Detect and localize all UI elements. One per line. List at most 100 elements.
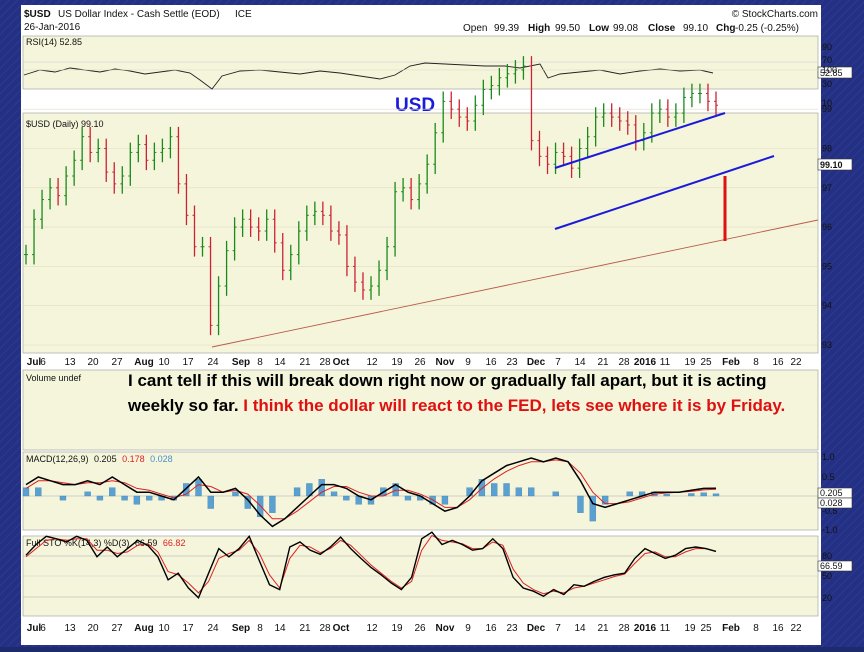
macd-histogram-bar xyxy=(503,483,510,497)
x-axis-label: 7 xyxy=(555,357,561,368)
x-axis-label: Nov xyxy=(436,357,455,368)
low-value: 99.08 xyxy=(613,23,638,34)
x-axis-label: Sep xyxy=(232,623,250,634)
x-axis-label: 14 xyxy=(274,357,286,368)
macd-tick: -0.5 xyxy=(822,506,838,516)
x-axis-label: 28 xyxy=(618,623,630,634)
rsi-legend: RSI(14) 52.85 xyxy=(26,37,82,47)
x-axis-label: 9 xyxy=(465,623,471,634)
macd-histogram-bar xyxy=(146,495,153,501)
macd-histogram-bar xyxy=(84,491,91,497)
x-axis-label: 19 xyxy=(391,357,403,368)
x-axis-label: 20 xyxy=(87,623,99,634)
macd-histogram-bar xyxy=(392,483,399,497)
x-axis-label: 16 xyxy=(485,357,497,368)
macd-histogram-bar xyxy=(688,493,695,497)
rsi-value-tag-text: 52.85 xyxy=(820,68,843,78)
x-axis-label: 20 xyxy=(87,357,99,368)
x-axis-label: Aug xyxy=(134,623,153,634)
rsi-panel-background xyxy=(22,35,819,90)
macd-hist-tag-text: 0.028 xyxy=(820,498,843,508)
x-axis-label: 23 xyxy=(506,623,518,634)
x-axis-label: 22 xyxy=(790,623,802,634)
price-tick: 94 xyxy=(822,301,832,311)
macd-legend: MACD(12,26,9) 0.205 0.178 0.028 xyxy=(26,454,173,464)
macd-histogram-bar xyxy=(35,487,42,497)
x-axis-label: 17 xyxy=(182,623,194,634)
x-axis-label: 23 xyxy=(506,357,518,368)
date-label: 26-Jan-2016 xyxy=(24,22,81,33)
price-value-tag xyxy=(817,158,853,171)
x-axis-strip xyxy=(23,621,818,634)
macd-histogram-bar xyxy=(232,491,239,497)
rsi-tick: 30 xyxy=(822,79,832,89)
x-axis-strip xyxy=(23,355,818,368)
price-value-tag-text: 99.10 xyxy=(820,160,843,170)
macd-histogram-bar xyxy=(515,487,523,497)
x-axis-label: Jul xyxy=(27,357,42,368)
rsi-value-tag xyxy=(817,66,853,79)
stoch-k-line xyxy=(25,531,717,600)
x-axis-label: 6 xyxy=(40,357,46,368)
stoch-panel: Full STO %K(14,3) %D(3) 66.59 66.82 80 5… xyxy=(22,531,853,617)
stoch-d-line xyxy=(25,534,717,595)
x-axis-label: 16 xyxy=(772,357,784,368)
macd-histogram-bar xyxy=(552,491,559,497)
symbol-label: $USD xyxy=(24,9,51,20)
rsi-tick: 70 xyxy=(822,55,832,65)
exchange-label: ICE xyxy=(235,9,252,20)
x-axis-label: 27 xyxy=(111,357,123,368)
macd-histogram-bar xyxy=(491,483,498,497)
x-axis-label: Jul xyxy=(27,623,42,634)
macd-tick: 0.5 xyxy=(822,472,835,482)
x-axis-label: 21 xyxy=(597,357,609,368)
chg-value: -0.25 (-0.25%) xyxy=(735,23,799,34)
x-axis-label: 19 xyxy=(684,357,696,368)
x-axis-label: 13 xyxy=(64,623,76,634)
macd-legend-v2: 0.178 xyxy=(122,454,145,464)
macd-hist-tag xyxy=(817,497,853,509)
macd-tick: 1.0 xyxy=(822,452,835,462)
rsi-tick: 90 xyxy=(822,42,832,52)
rsi-line xyxy=(23,62,714,90)
macd-legend-v1: 0.205 xyxy=(94,454,117,464)
x-axis-label: Oct xyxy=(333,357,350,368)
macd-histogram-bar xyxy=(626,491,633,497)
x-axis-label: 14 xyxy=(574,623,586,634)
macd-histogram-bar xyxy=(59,495,67,501)
price-legend: $USD (Daily) 99.10 xyxy=(26,119,104,129)
macd-histogram-bar xyxy=(663,494,670,497)
x-axis-label: 14 xyxy=(274,623,286,634)
x-axis-label: 21 xyxy=(299,623,311,634)
macd-histogram-bar xyxy=(330,491,338,497)
macd-histogram-bar xyxy=(96,495,104,501)
price-tick: 97 xyxy=(822,183,832,193)
macd-histogram-bar xyxy=(700,492,707,497)
x-axis-label: 21 xyxy=(299,357,311,368)
volume-legend: Volume undef xyxy=(26,373,82,383)
macd-histogram-bar xyxy=(207,495,214,509)
x-axis-label: 11 xyxy=(660,623,671,634)
macd-histogram-bar xyxy=(195,479,202,497)
close-label: Close xyxy=(648,23,676,34)
x-axis-label: Dec xyxy=(527,357,546,368)
price-title: USD xyxy=(395,95,435,116)
price-tick: 99 xyxy=(822,104,832,114)
volume-panel-background xyxy=(22,369,819,451)
macd-histogram-bar xyxy=(109,487,116,497)
x-axis-label: 8 xyxy=(753,357,759,368)
x-axis-label: 16 xyxy=(772,623,784,634)
x-axis-label: 28 xyxy=(618,357,630,368)
x-axis-label: 24 xyxy=(207,357,219,368)
x-axis-label: 25 xyxy=(700,623,712,634)
x-axis-label: Feb xyxy=(722,623,740,634)
macd-legend-v3: 0.028 xyxy=(150,454,173,464)
macd-histogram-bar xyxy=(269,495,276,513)
open-label: Open xyxy=(463,23,487,34)
x-axis-label: 27 xyxy=(111,623,123,634)
note-black-text: I cant tell if this will break down righ… xyxy=(128,371,767,415)
x-axis-label: 25 xyxy=(700,357,712,368)
